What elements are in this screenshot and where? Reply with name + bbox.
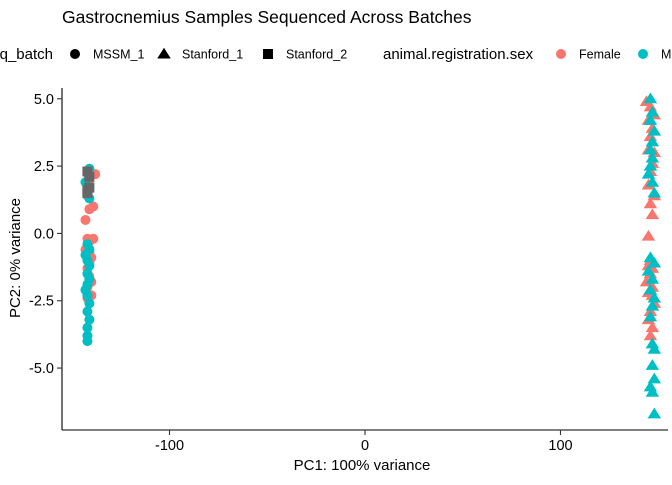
plot-panel	[80, 92, 662, 419]
legend-key-color-0	[556, 49, 566, 59]
legend-key-square	[263, 49, 273, 59]
y-axis-title: PC2: 0% variance	[7, 198, 24, 318]
data-point-circle-1-18	[84, 314, 95, 325]
data-point-circle-1-17	[82, 306, 93, 317]
data-point-circle-1-19	[82, 322, 93, 333]
data-point-triangle-4-6	[645, 151, 660, 163]
data-point-triangle-4-16	[645, 299, 660, 311]
data-point-circle-0-4	[84, 204, 95, 215]
data-point-square-2-4	[82, 188, 93, 199]
data-point-triangle-3-22	[643, 305, 658, 317]
y-tick-label: -2.5	[29, 294, 54, 310]
axes: -100 0 100 -5.0 -2.5 0.0 2.5 5.0	[29, 88, 668, 454]
y-tick-label: 2.5	[34, 159, 54, 175]
y-tick-label: -5.0	[29, 361, 54, 377]
chart-title: Gastrocnemius Samples Sequenced Across B…	[62, 7, 472, 27]
legend-key-circle	[70, 49, 80, 59]
data-point-triangle-4-7	[643, 159, 658, 171]
x-axis-title: PC1: 100% variance	[294, 457, 431, 474]
data-point-triangle-3-26	[641, 259, 656, 271]
data-point-triangle-4-15	[647, 291, 662, 303]
data-point-triangle-4-5	[643, 143, 658, 155]
data-point-triangle-3-25	[643, 329, 658, 341]
x-tick-label: 0	[361, 438, 369, 454]
legend-key-triangle	[157, 47, 171, 59]
data-point-triangle-4-19	[647, 342, 662, 354]
data-point-square-2-0	[82, 166, 93, 177]
data-point-circle-1-21	[82, 336, 93, 347]
legend-title-batch: q_batch	[0, 46, 53, 63]
legend-title-sex: animal.registration.sex	[383, 46, 534, 63]
x-tick-label: 100	[548, 438, 572, 454]
data-point-circle-1-15	[82, 290, 93, 301]
data-point-circle-1-16	[84, 298, 95, 309]
data-point-triangle-3-13	[645, 208, 660, 220]
x-tick-label: -100	[155, 438, 184, 454]
data-point-triangle-4-13	[645, 272, 660, 284]
data-point-triangle-4-24	[647, 407, 662, 419]
legend-label: Stanford_1	[182, 48, 243, 62]
data-point-circle-0-5	[80, 214, 91, 225]
data-point-triangle-4-2	[643, 114, 658, 125]
data-point-triangle-4-3	[647, 124, 662, 136]
data-point-triangle-4-23	[645, 386, 660, 397]
legend-label: M	[661, 48, 671, 62]
data-point-triangle-4-17	[643, 310, 658, 322]
data-point-triangle-4-12	[641, 264, 656, 276]
legend-label: Stanford_2	[286, 48, 347, 62]
data-point-triangle-4-25	[647, 256, 662, 268]
data-point-triangle-4-10	[647, 186, 662, 198]
data-point-triangle-4-14	[643, 283, 658, 295]
data-point-triangle-3-18	[639, 275, 654, 287]
data-point-triangle-3-12	[643, 197, 658, 209]
data-point-triangle-4-9	[645, 176, 660, 187]
legend-label: MSSM_1	[93, 48, 144, 62]
data-point-triangle-4-4	[645, 135, 660, 147]
y-tick-label: 5.0	[34, 92, 54, 108]
data-point-triangle-4-1	[645, 105, 660, 117]
data-point-circle-1-10	[84, 260, 95, 271]
legend-key-color-1	[638, 49, 648, 59]
data-point-triangle-4-0	[643, 92, 658, 104]
legend: q_batch MSSM_1 Stanford_1 Stanford_2 animal.…	[0, 46, 671, 63]
data-point-triangle-3-24	[645, 321, 660, 333]
data-point-triangle-4-20	[645, 359, 660, 370]
data-point-triangle-4-8	[641, 167, 656, 179]
data-point-square-2-1	[84, 171, 95, 182]
data-point-triangle-4-21	[647, 372, 662, 384]
legend-label: Female	[579, 48, 621, 62]
y-tick-label: 0.0	[34, 226, 54, 242]
data-point-triangle-3-14	[641, 229, 656, 241]
